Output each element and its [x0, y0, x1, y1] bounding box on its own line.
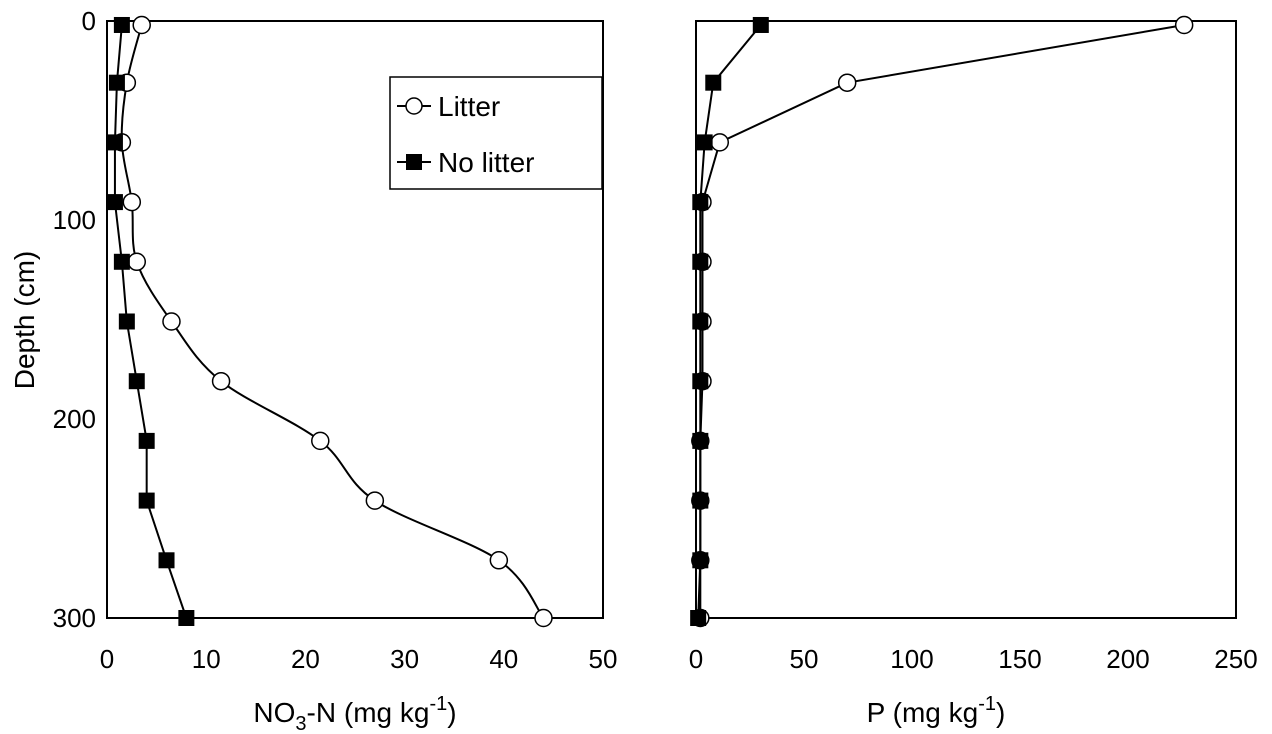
- left-x-tick-label: 20: [291, 644, 320, 674]
- left-litter-point: [162, 312, 181, 331]
- right-no-litter-point: [690, 610, 707, 626]
- right-x-tick-label: 100: [890, 644, 933, 674]
- left-x-label-main: NO: [253, 697, 295, 728]
- right-x-tick-label: 0: [689, 644, 703, 674]
- right-litter-point: [710, 133, 730, 152]
- right-no-litter-point: [696, 134, 713, 151]
- legend-nolitter-label: No litter: [438, 147, 534, 178]
- legend-litter-marker: [405, 97, 423, 115]
- left-x-label-sub: 3: [295, 713, 306, 734]
- left-litter-point: [211, 371, 231, 391]
- right-x-label-sup: -1: [978, 693, 996, 715]
- left-no-litter-point: [138, 492, 155, 509]
- y-tick-label: 0: [82, 6, 96, 36]
- left-panel: 0 100 200 300 0 10 20 30 40 50: [53, 6, 618, 674]
- left-x-axis-label: NO3-N (mg kg-1): [253, 693, 456, 734]
- left-litter-point: [365, 491, 385, 510]
- left-x-tick-label: 30: [390, 644, 419, 674]
- y-tick-label: 200: [53, 404, 96, 434]
- left-x-label-close: ): [447, 697, 456, 728]
- left-no-litter-point: [113, 16, 130, 33]
- left-plot-frame: [106, 20, 604, 619]
- right-x-tick-label: 250: [1214, 644, 1257, 674]
- right-x-label-main: P (mg kg: [867, 697, 979, 728]
- left-no-litter-point: [118, 313, 135, 330]
- right-no-litter-point: [692, 194, 709, 211]
- left-litter-point: [132, 15, 151, 35]
- right-litter-point: [837, 73, 857, 92]
- left-litter-point: [489, 551, 509, 570]
- left-no-litter-point: [106, 194, 123, 211]
- right-panel: 0 50 100 150 200 250: [689, 15, 1258, 674]
- left-no-litter-point: [158, 552, 175, 569]
- left-no-litter-point: [138, 432, 155, 449]
- left-no-litter-point: [108, 74, 125, 91]
- left-litter-point: [311, 431, 330, 451]
- right-no-litter-point: [692, 552, 709, 569]
- left-series-group: [106, 15, 553, 628]
- right-series-group: [690, 15, 1194, 628]
- left-x-ticks: 0 10 20 30 40 50: [100, 644, 618, 674]
- left-x-label-rest: -N (mg kg: [307, 697, 430, 728]
- legend: Litter No litter: [389, 76, 603, 190]
- right-no-litter-point: [692, 313, 709, 330]
- left-x-label-sup: -1: [429, 693, 447, 715]
- left-x-tick-label: 40: [489, 644, 518, 674]
- right-no-litter-point: [692, 253, 709, 270]
- y-tick-label: 300: [53, 603, 96, 633]
- y-tick-label: 100: [53, 205, 96, 235]
- left-no-litter-point: [178, 610, 195, 626]
- right-x-axis-label: P (mg kg-1): [867, 693, 1006, 728]
- left-litter-point: [534, 608, 553, 628]
- legend-nolitter-marker: [406, 154, 422, 170]
- legend-box: [389, 76, 603, 190]
- right-no-litter-point: [752, 16, 769, 33]
- right-x-tick-label: 200: [1106, 644, 1149, 674]
- right-litter-series-line: [699, 23, 1185, 618]
- legend-litter-label: Litter: [438, 91, 500, 122]
- left-x-tick-label: 10: [192, 644, 221, 674]
- y-axis-label: Depth (cm): [9, 251, 40, 389]
- right-x-tick-label: 150: [998, 644, 1041, 674]
- right-x-ticks: 0 50 100 150 200 250: [689, 644, 1258, 674]
- right-no-litter-point: [692, 492, 709, 509]
- left-x-tick-label: 0: [100, 644, 114, 674]
- left-litter-point: [122, 192, 142, 212]
- right-litter-point: [1174, 15, 1194, 35]
- right-no-litter-point: [692, 373, 709, 390]
- left-no-litter-point: [113, 253, 130, 270]
- left-litter-point: [127, 252, 147, 272]
- left-x-tick-label: 50: [589, 644, 618, 674]
- right-plot-frame: [695, 20, 1237, 619]
- right-no-litter-point: [692, 432, 709, 449]
- right-no-litter-point: [705, 74, 722, 91]
- right-x-label-close: ): [996, 697, 1005, 728]
- left-no-litter-point: [106, 134, 123, 151]
- left-no-litter-point: [128, 373, 145, 390]
- left-y-ticks: 0 100 200 300: [53, 6, 96, 633]
- right-x-tick-label: 50: [790, 644, 819, 674]
